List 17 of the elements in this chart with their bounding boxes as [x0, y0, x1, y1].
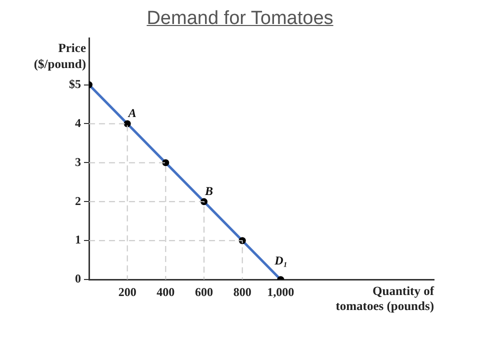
y-tick-label: 4 — [75, 116, 81, 130]
x-axis-title: Quantity of tomatoes (pounds) — [334, 284, 434, 314]
y-tick-label: $5 — [69, 76, 81, 91]
x-tick-label: 200 — [118, 284, 136, 299]
annotation: A — [127, 106, 136, 120]
chart-title: Demand for Tomatoes — [146, 8, 334, 30]
y-axis-title: Price ($/pound) — [32, 40, 86, 72]
y-tick-label: 2 — [75, 194, 81, 208]
y-tick-label: 1 — [75, 232, 81, 247]
annotation: D₁ — [274, 254, 288, 268]
y-tick-label: 0 — [75, 272, 81, 286]
x-tick-label: 800 — [233, 284, 252, 299]
annotation: B — [204, 184, 214, 198]
x-tick-label: 600 — [195, 284, 213, 299]
y-tick-label: 3 — [75, 154, 81, 169]
x-tick-label: 400 — [156, 284, 175, 299]
x-tick-label: 1,000 — [267, 284, 294, 299]
